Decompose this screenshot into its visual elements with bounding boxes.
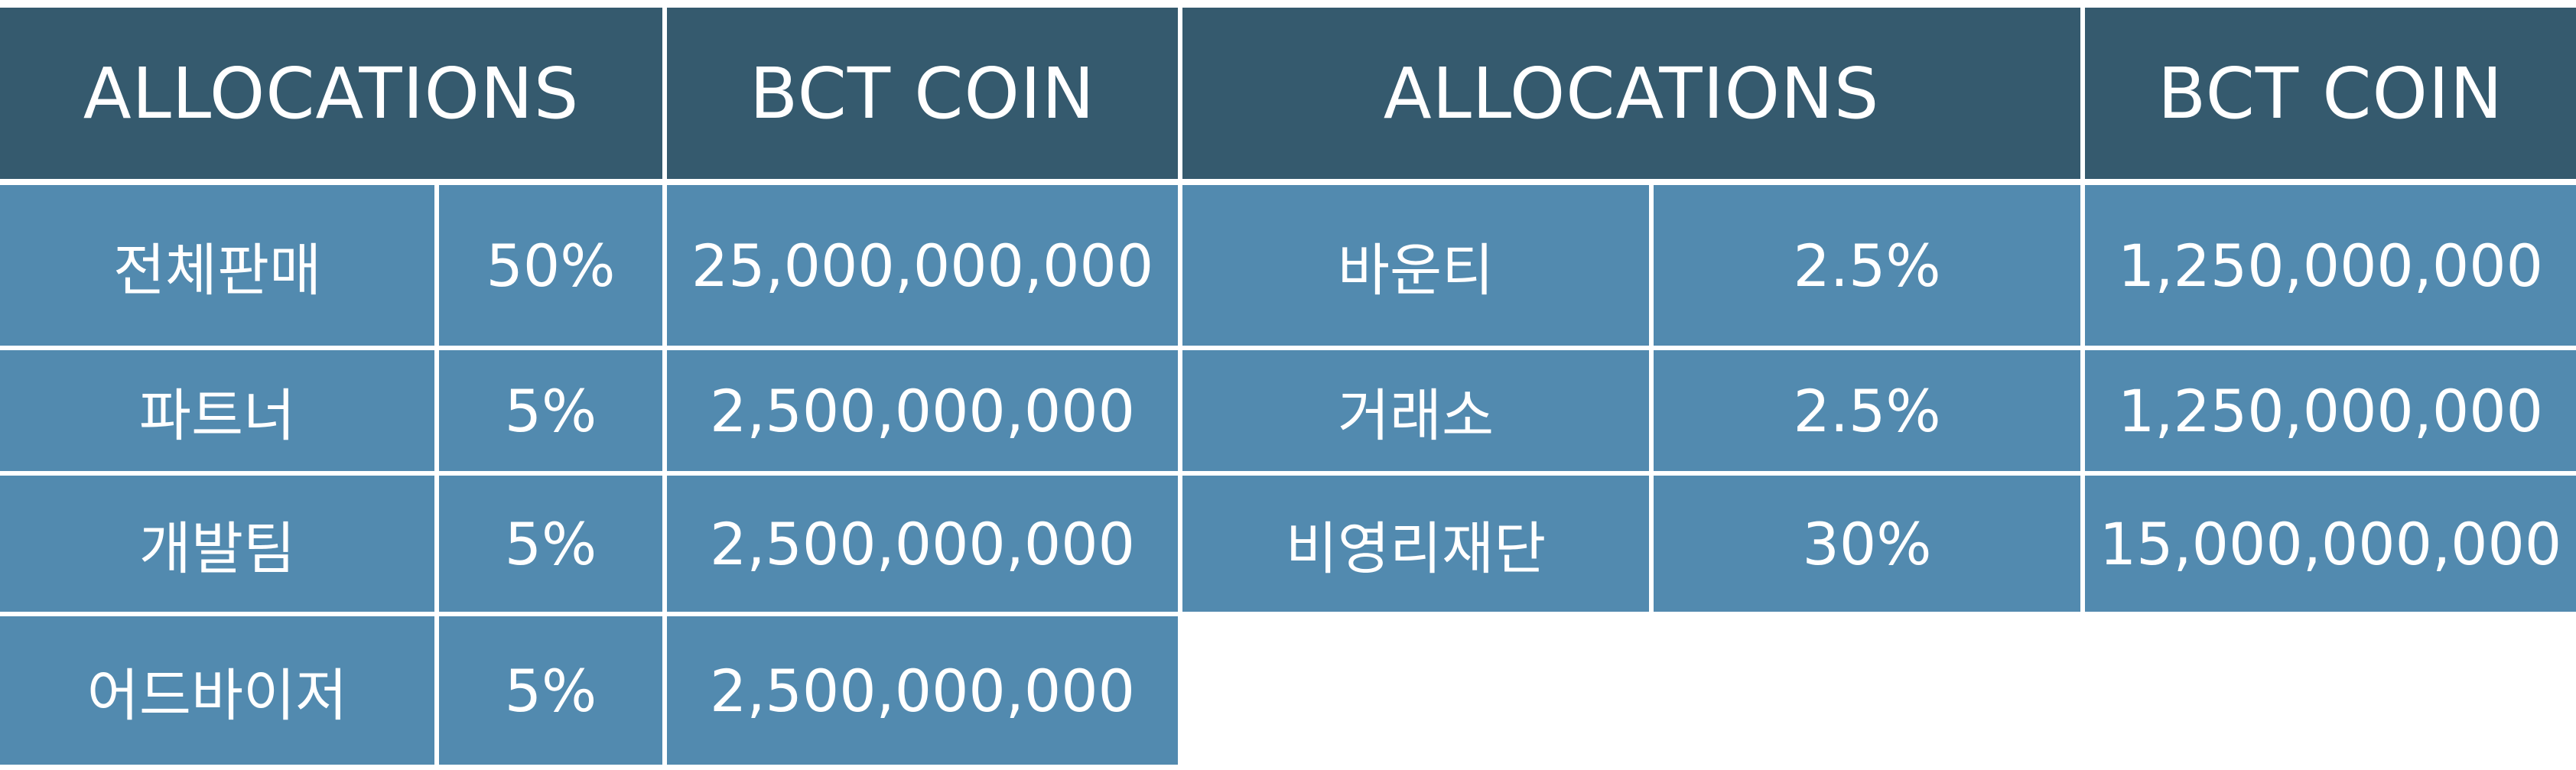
right-row-2-amount: 1,250,000,000 bbox=[2085, 350, 2576, 471]
left-row-1-amount: 25,000,000,000 bbox=[667, 185, 1178, 346]
right-row-1-amount: 1,250,000,000 bbox=[2085, 185, 2576, 346]
left-header-coin: BCT COIN bbox=[667, 8, 1178, 179]
left-row-3-percent: 5% bbox=[439, 476, 662, 612]
right-header-allocations: ALLOCATIONS bbox=[1182, 8, 2080, 179]
right-row-3-name: 비영리재단 bbox=[1182, 476, 1649, 612]
right-row-1-name: 바운티 bbox=[1182, 185, 1649, 346]
right-row-1-percent: 2.5% bbox=[1654, 185, 2080, 346]
left-row-3-name: 개발팀 bbox=[0, 476, 434, 612]
right-header-coin: BCT COIN bbox=[2085, 8, 2576, 179]
left-row-4-amount: 2,500,000,000 bbox=[667, 616, 1178, 765]
left-row-2-percent: 5% bbox=[439, 350, 662, 471]
left-header-allocations: ALLOCATIONS bbox=[0, 8, 662, 179]
left-row-4-percent: 5% bbox=[439, 616, 662, 765]
left-row-1-percent: 50% bbox=[439, 185, 662, 346]
left-row-2-amount: 2,500,000,000 bbox=[667, 350, 1178, 471]
left-row-1-name: 전체판매 bbox=[0, 185, 434, 346]
right-row-3-amount: 15,000,000,000 bbox=[2085, 476, 2576, 612]
left-row-2-name: 파트너 bbox=[0, 350, 434, 471]
right-row-2-name: 거래소 bbox=[1182, 350, 1649, 471]
left-row-3-amount: 2,500,000,000 bbox=[667, 476, 1178, 612]
left-row-4-name: 어드바이저 bbox=[0, 616, 434, 765]
right-row-3-percent: 30% bbox=[1654, 476, 2080, 612]
right-row-2-percent: 2.5% bbox=[1654, 350, 2080, 471]
